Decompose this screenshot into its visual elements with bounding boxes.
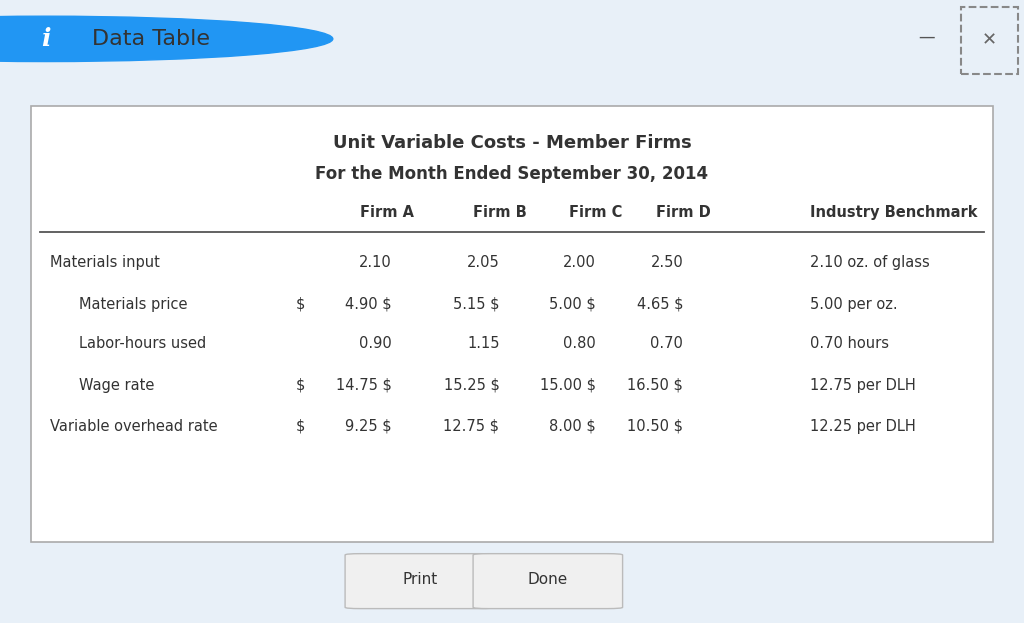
- Text: Done: Done: [527, 572, 568, 587]
- Text: 2.50: 2.50: [650, 255, 683, 270]
- Text: 2.05: 2.05: [467, 255, 500, 270]
- Text: 15.00 $: 15.00 $: [540, 378, 596, 392]
- Text: ✕: ✕: [982, 32, 996, 49]
- Text: Wage rate: Wage rate: [79, 378, 155, 392]
- Circle shape: [0, 16, 333, 62]
- Text: —: —: [919, 27, 935, 45]
- Text: Labor-hours used: Labor-hours used: [79, 336, 206, 351]
- Text: 2.10 oz. of glass: 2.10 oz. of glass: [810, 255, 930, 270]
- Text: 12.25 per DLH: 12.25 per DLH: [810, 419, 916, 434]
- Text: Firm A: Firm A: [359, 205, 414, 221]
- Text: 12.75 $: 12.75 $: [443, 419, 500, 434]
- Text: Unit Variable Costs - Member Firms: Unit Variable Costs - Member Firms: [333, 134, 691, 152]
- Text: Materials price: Materials price: [79, 297, 187, 312]
- Text: Firm C: Firm C: [569, 205, 623, 221]
- Text: 8.00 $: 8.00 $: [549, 419, 596, 434]
- Text: 2.00: 2.00: [563, 255, 596, 270]
- Text: 0.80: 0.80: [563, 336, 596, 351]
- Text: 2.10: 2.10: [359, 255, 391, 270]
- Text: $: $: [296, 378, 305, 392]
- Text: For the Month Ended September 30, 2014: For the Month Ended September 30, 2014: [315, 164, 709, 183]
- Text: Industry Benchmark: Industry Benchmark: [810, 205, 978, 221]
- Text: 5.00 $: 5.00 $: [549, 297, 596, 312]
- Text: 1.15: 1.15: [467, 336, 500, 351]
- Text: Firm D: Firm D: [656, 205, 711, 221]
- Text: $: $: [296, 297, 305, 312]
- Text: 0.70 hours: 0.70 hours: [810, 336, 890, 351]
- Text: 10.50 $: 10.50 $: [628, 419, 683, 434]
- Text: Print: Print: [402, 572, 437, 587]
- Text: 4.65 $: 4.65 $: [637, 297, 683, 312]
- Text: 4.90 $: 4.90 $: [345, 297, 391, 312]
- Text: Data Table: Data Table: [92, 29, 210, 49]
- Text: 15.25 $: 15.25 $: [443, 378, 500, 392]
- Text: 16.50 $: 16.50 $: [628, 378, 683, 392]
- Text: 9.25 $: 9.25 $: [345, 419, 391, 434]
- Text: Firm B: Firm B: [473, 205, 526, 221]
- Text: Materials input: Materials input: [50, 255, 160, 270]
- Text: i: i: [41, 27, 51, 51]
- Text: $: $: [296, 419, 305, 434]
- Text: 0.70: 0.70: [650, 336, 683, 351]
- Text: 5.00 per oz.: 5.00 per oz.: [810, 297, 898, 312]
- FancyBboxPatch shape: [31, 106, 993, 542]
- Text: 0.90: 0.90: [359, 336, 391, 351]
- Text: 14.75 $: 14.75 $: [336, 378, 391, 392]
- Text: 5.15 $: 5.15 $: [453, 297, 500, 312]
- FancyBboxPatch shape: [473, 554, 623, 609]
- FancyBboxPatch shape: [345, 554, 495, 609]
- Text: Variable overhead rate: Variable overhead rate: [50, 419, 217, 434]
- Text: 12.75 per DLH: 12.75 per DLH: [810, 378, 916, 392]
